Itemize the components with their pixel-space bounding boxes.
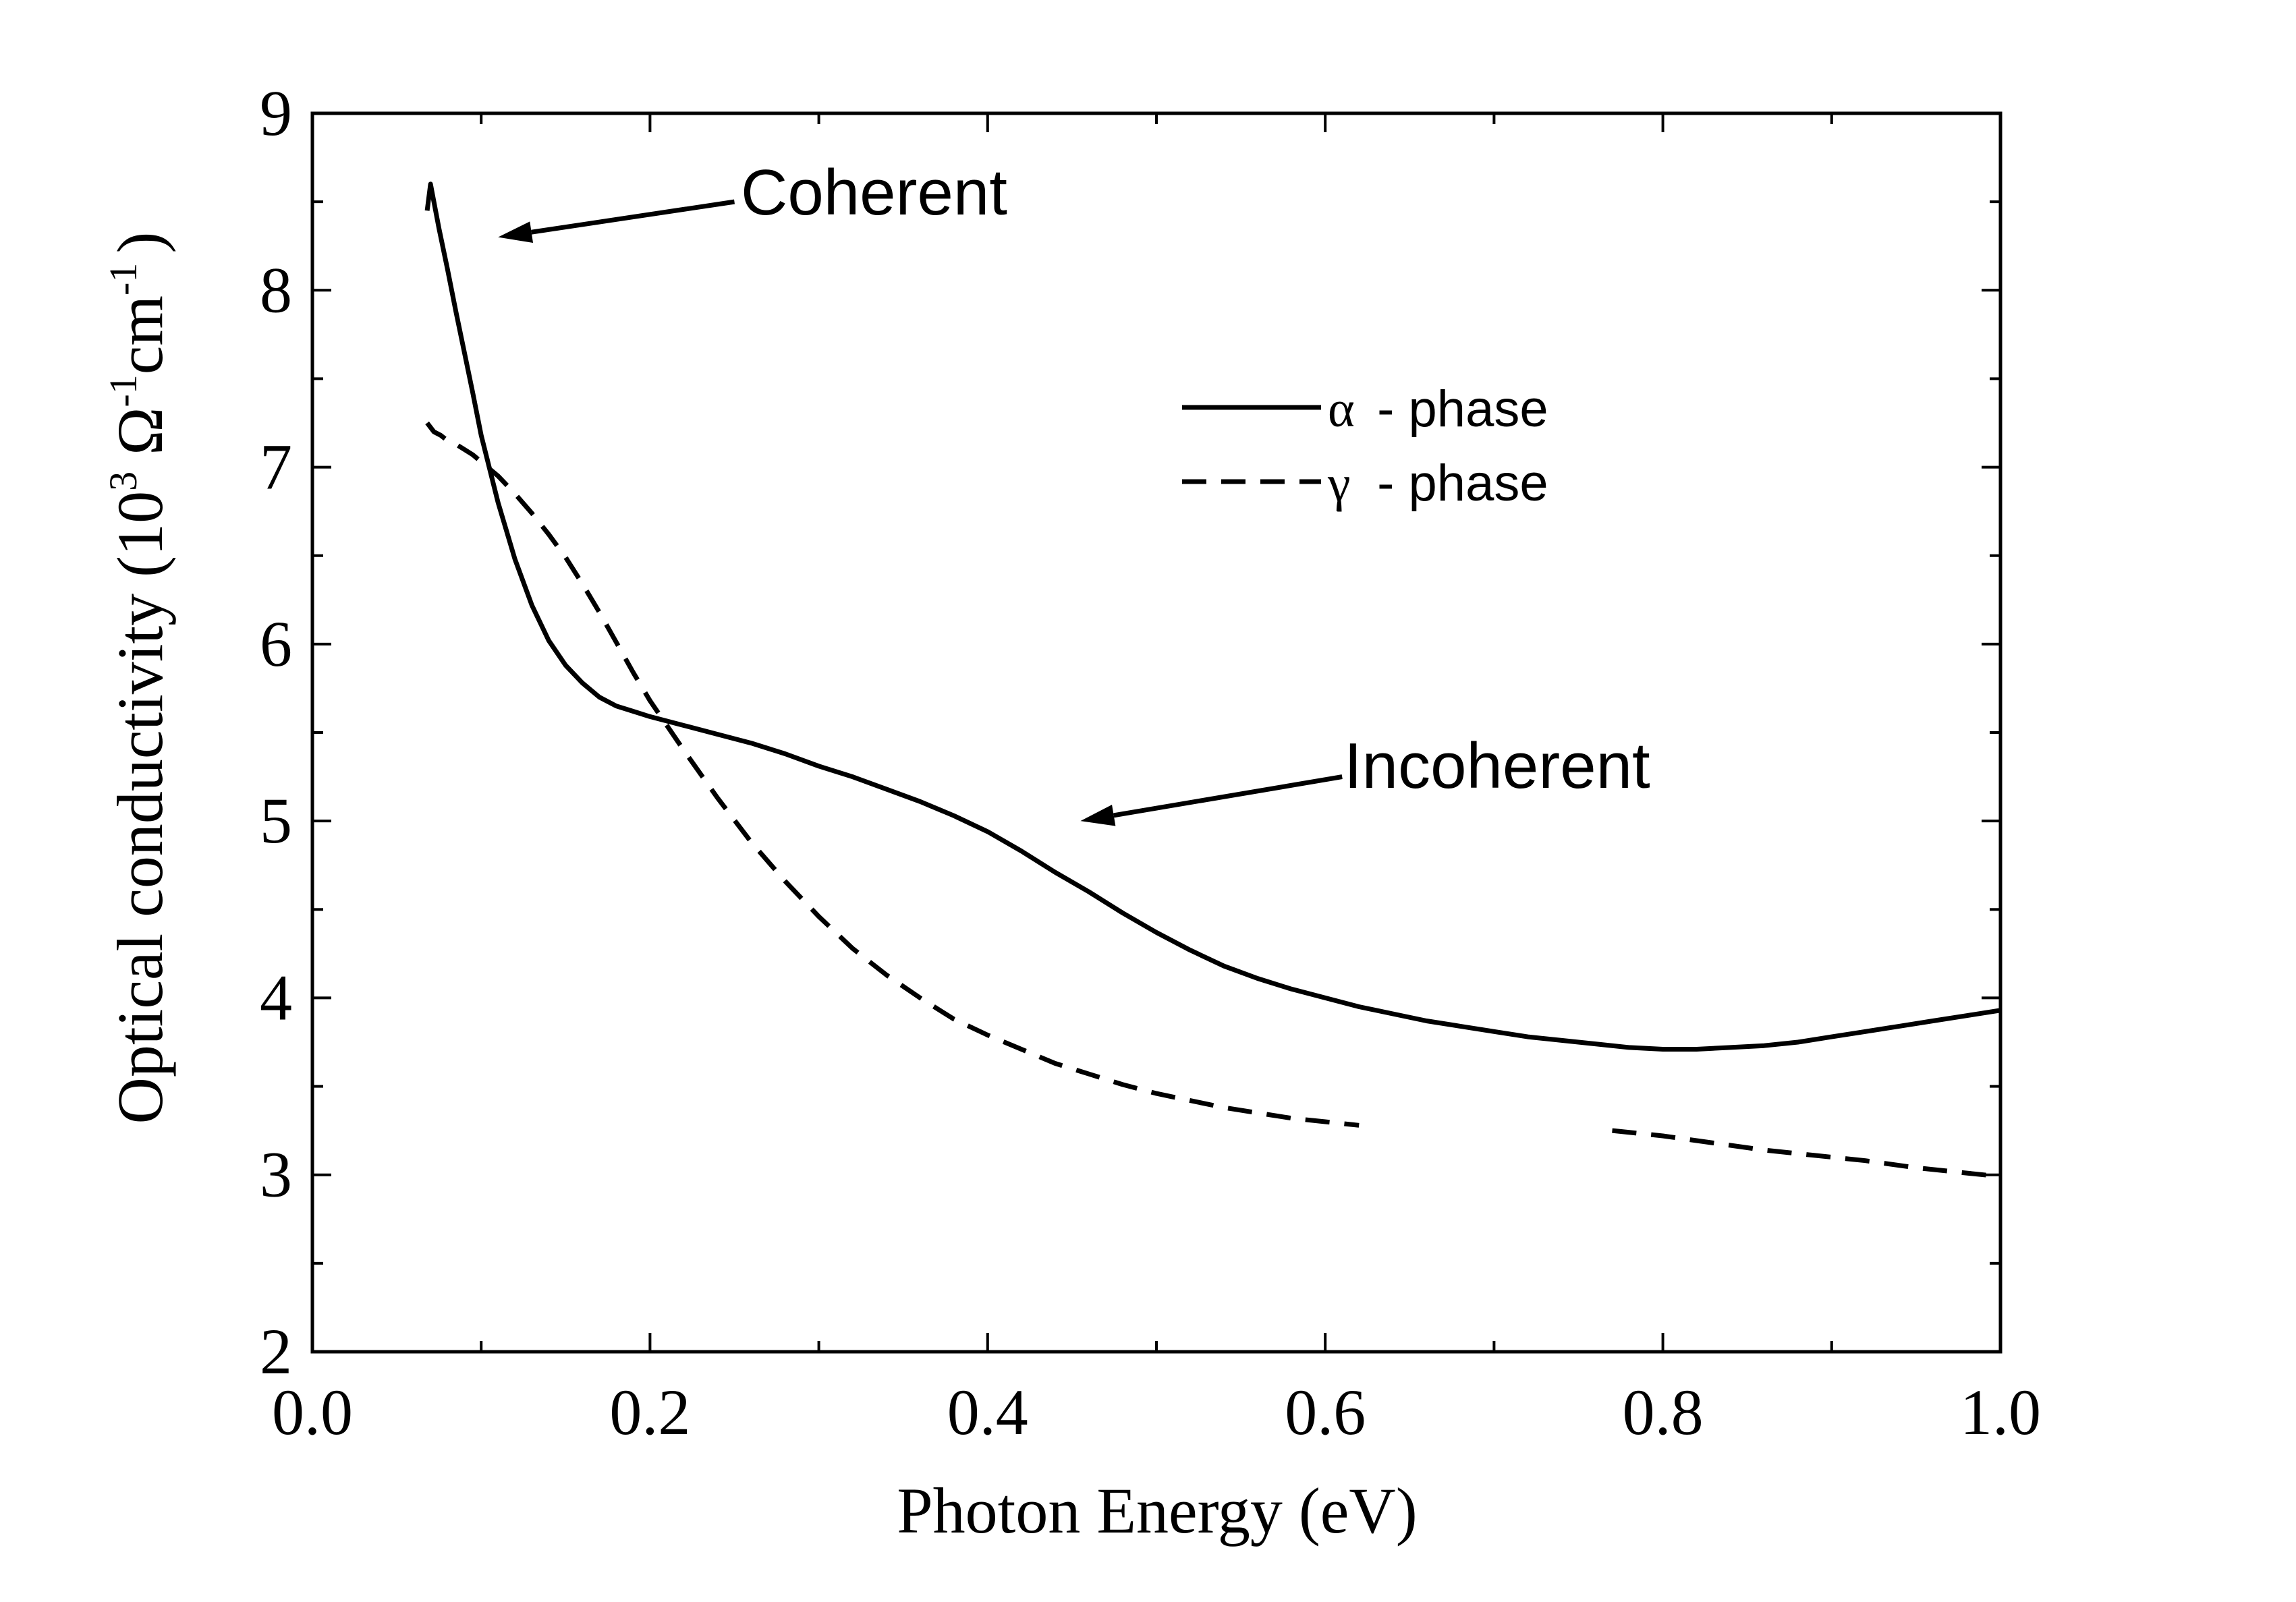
plot-frame	[310, 111, 2003, 1354]
legend-alpha-text: - phase	[1363, 380, 1548, 438]
x-tick-label: 0.6	[1285, 1376, 1366, 1448]
gamma-phase-line-high-energy	[1612, 1128, 2001, 1179]
annotation-arrow-head	[498, 221, 534, 244]
annotation-coherent-text: Coherent	[741, 156, 1007, 229]
annotation-coherent: Coherent	[741, 156, 1007, 229]
x-tick-label: 0.8	[1623, 1376, 1704, 1448]
legend-gamma-text: - phase	[1363, 455, 1548, 512]
x-tick-label: 0.0	[272, 1376, 353, 1448]
y-tick-label: 3	[260, 1139, 292, 1211]
y-tick-label: 9	[260, 77, 292, 149]
y-tick-label: 7	[260, 431, 292, 503]
y-tick-label: 5	[260, 784, 292, 857]
legend-gamma-symbol: γ	[1327, 455, 1351, 512]
y-tick-label: 6	[260, 608, 292, 680]
y-tick-label: 2	[260, 1315, 292, 1388]
y-label-omega: Ω	[104, 407, 176, 471]
gamma-phase-line	[425, 421, 1360, 1128]
y-label-exp-3: 3	[101, 471, 145, 491]
y-label-main: Optical conductivity (10	[104, 491, 176, 1124]
y-tick-label: 8	[260, 254, 292, 326]
axes-layer: 0.0 0.2 0.4 0.6 0.8 1.0 2 3 4 5 6 7 8 9	[260, 77, 2041, 1448]
y-tick-label: 4	[260, 961, 292, 1033]
y-label-close: )	[104, 232, 176, 254]
legend: α - phase γ - phase	[1182, 380, 1548, 512]
annotation-arrow-shaft	[1113, 774, 1343, 818]
x-tick-label: 0.4	[947, 1376, 1028, 1448]
y-label-exp-minus1-b: -1	[101, 263, 145, 295]
annotation-incoherent: Incoherent	[1344, 730, 1650, 802]
alpha-phase-line	[424, 181, 2001, 1052]
x-tick-label: 0.2	[609, 1376, 690, 1448]
annotation-incoherent-text: Incoherent	[1344, 730, 1650, 802]
x-tick-label: 1.0	[1960, 1376, 2041, 1448]
series-layer	[424, 181, 2001, 1179]
y-label-cm: cm	[104, 295, 176, 374]
legend-alpha-symbol: α	[1328, 381, 1355, 438]
annotation-arrow-head	[1080, 805, 1116, 826]
y-label-exp-minus1-a: -1	[101, 374, 145, 407]
y-axis-label: Optical conductivity (103 Ω-1cm-1)	[101, 232, 176, 1124]
annotation-arrow-shaft	[531, 199, 735, 235]
x-axis-label: Photon Energy (eV)	[897, 1475, 1417, 1547]
annotation-arrows	[498, 199, 1343, 826]
